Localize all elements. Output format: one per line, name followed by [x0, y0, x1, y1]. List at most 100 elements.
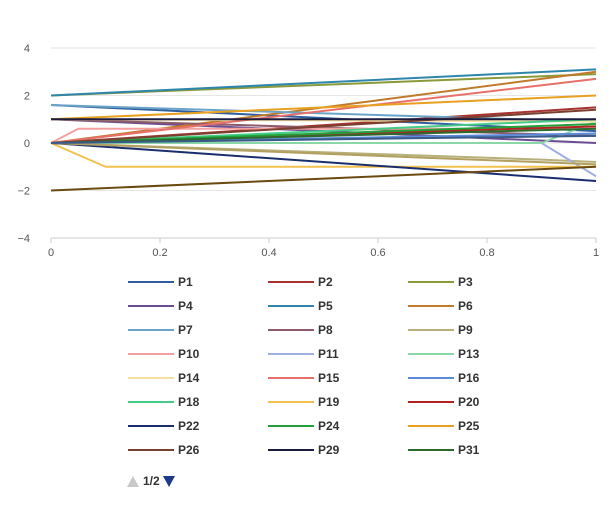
legend-label: P24: [318, 419, 340, 433]
legend-swatch: [128, 449, 174, 451]
legend-item-p9[interactable]: P9: [408, 320, 473, 340]
y-tick-label: −4: [17, 233, 30, 245]
legend-item-p24[interactable]: P24: [268, 416, 339, 436]
page-down-icon[interactable]: [162, 475, 175, 487]
y-tick-label: 0: [24, 138, 30, 150]
legend-swatch: [268, 425, 314, 427]
legend-label: P3: [458, 275, 473, 289]
series-line-p10[interactable]: [50, 127, 596, 144]
legend-swatch: [268, 377, 314, 379]
series-line-p22[interactable]: [50, 142, 597, 182]
legend-item-p1[interactable]: P1: [128, 272, 193, 292]
legend-swatch: [128, 329, 174, 331]
series-line-p5[interactable]: [50, 68, 597, 97]
x-tick-label: 1: [593, 247, 599, 259]
legend-swatch: [128, 401, 174, 403]
legend-item-p31[interactable]: P31: [408, 440, 479, 460]
legend-item-p8[interactable]: P8: [268, 320, 333, 340]
legend-label: P11: [318, 347, 339, 361]
legend-swatch: [408, 449, 454, 451]
legend-label: P26: [178, 443, 200, 457]
legend-pager: 1/2: [127, 472, 175, 490]
legend-swatch: [268, 353, 314, 355]
series-line-unlabeled-25[interactable]: [50, 142, 597, 166]
legend-swatch: [408, 377, 454, 379]
legend-item-p16[interactable]: P16: [408, 368, 479, 388]
x-tick-label: 0.2: [152, 247, 167, 259]
legend-swatch: [268, 329, 314, 331]
series-line-p26[interactable]: [50, 108, 597, 144]
legend-label: P16: [458, 371, 480, 385]
legend-label: P9: [458, 323, 473, 337]
legend-label: P22: [178, 419, 200, 433]
legend-label: P14: [178, 371, 200, 385]
legend-label: P4: [178, 299, 193, 313]
x-tick-label: 0: [48, 247, 54, 259]
legend-swatch: [128, 425, 174, 427]
y-tick-label: −2: [17, 186, 30, 198]
legend-swatch: [268, 401, 314, 403]
legend-item-p25[interactable]: P25: [408, 416, 479, 436]
legend-swatch: [128, 377, 174, 379]
legend-item-p6[interactable]: P6: [408, 296, 473, 316]
legend-swatch: [408, 401, 454, 403]
legend-item-p22[interactable]: P22: [128, 416, 199, 436]
legend-label: P5: [318, 299, 333, 313]
x-tick-label: 0.4: [261, 247, 276, 259]
legend-swatch: [268, 449, 314, 451]
legend-item-p15[interactable]: P15: [268, 368, 339, 388]
series-lines: [50, 68, 597, 192]
legend-label: P18: [178, 395, 200, 409]
legend-swatch: [408, 305, 454, 307]
legend-label: P25: [458, 419, 480, 433]
legend-swatch: [408, 425, 454, 427]
y-tick-label: 2: [24, 91, 30, 103]
legend-label: P15: [318, 371, 340, 385]
line-chart: 4 2 0 −2 −4 0 0.2 0.4 0.6 0.8 1: [17, 43, 599, 259]
legend-swatch: [408, 329, 454, 331]
legend-item-p13[interactable]: P13: [408, 344, 479, 364]
legend-label: P7: [178, 323, 193, 337]
legend-label: P13: [458, 347, 480, 361]
legend-item-p29[interactable]: P29: [268, 440, 339, 460]
legend-swatch: [268, 305, 314, 307]
axes: 4 2 0 −2 −4 0 0.2 0.4 0.6 0.8 1: [17, 43, 599, 259]
legend-item-p10[interactable]: P10: [128, 344, 199, 364]
legend-label: P31: [458, 443, 480, 457]
series-line-p19[interactable]: [50, 142, 596, 168]
legend-item-p18[interactable]: P18: [128, 392, 199, 412]
legend-item-p14[interactable]: P14: [128, 368, 199, 388]
legend-item-p4[interactable]: P4: [128, 296, 193, 316]
legend-swatch: [408, 281, 454, 283]
legend-label: P29: [318, 443, 340, 457]
legend-label: P20: [458, 395, 480, 409]
page-up-icon[interactable]: [127, 475, 139, 487]
series-line-p31[interactable]: [50, 127, 597, 144]
legend-label: P8: [318, 323, 333, 337]
legend-label: P10: [178, 347, 200, 361]
legend-swatch: [268, 281, 314, 283]
legend-item-p26[interactable]: P26: [128, 440, 199, 460]
legend-label: P2: [318, 275, 333, 289]
y-tick-label: 4: [24, 43, 30, 55]
legend-item-p7[interactable]: P7: [128, 320, 193, 340]
legend-swatch: [408, 353, 454, 355]
series-line-unlabeled-24[interactable]: [50, 165, 597, 192]
series-line-p15[interactable]: [50, 77, 597, 144]
x-tick-label: 0.8: [479, 247, 494, 259]
legend-label: P1: [178, 275, 193, 289]
legend-swatch: [128, 353, 174, 355]
legend-label: P19: [318, 395, 340, 409]
legend-item-p5[interactable]: P5: [268, 296, 333, 316]
x-tick-label: 0.6: [370, 247, 385, 259]
legend-item-p11[interactable]: P11: [268, 344, 339, 364]
legend-item-p20[interactable]: P20: [408, 392, 479, 412]
series-line-p8[interactable]: [50, 118, 597, 137]
page-indicator: 1/2: [143, 474, 160, 488]
series-line-p25[interactable]: [50, 94, 597, 121]
legend-item-p2[interactable]: P2: [268, 272, 333, 292]
legend-label: P6: [458, 299, 473, 313]
legend-item-p19[interactable]: P19: [268, 392, 339, 412]
series-line-unlabeled-26[interactable]: [50, 134, 597, 144]
legend-item-p3[interactable]: P3: [408, 272, 473, 292]
